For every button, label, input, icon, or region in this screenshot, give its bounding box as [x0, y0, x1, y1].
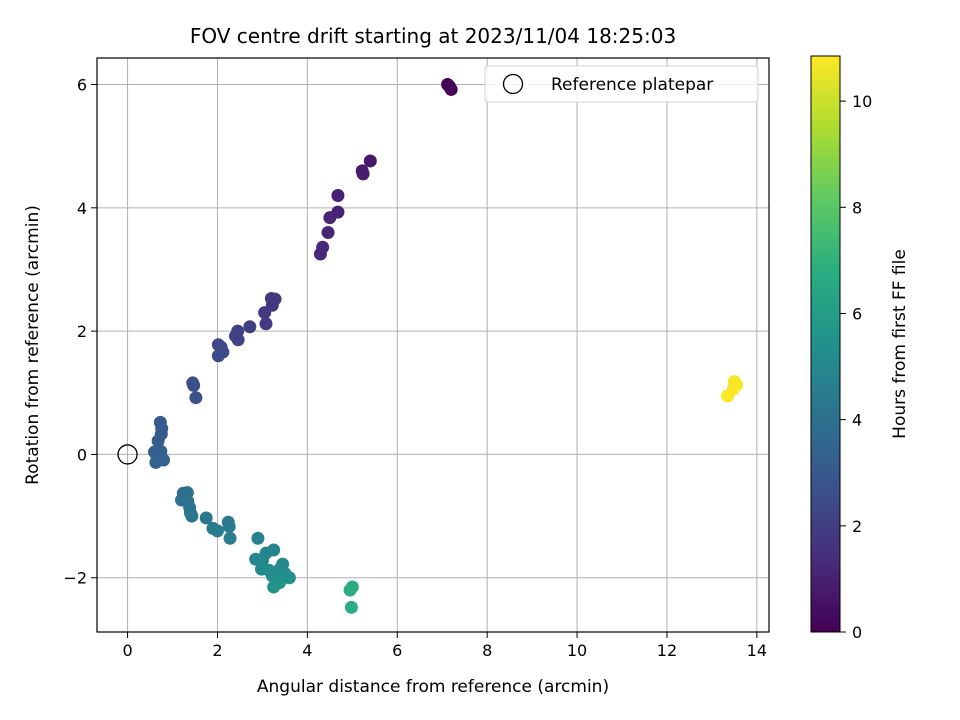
x-tick-label: 14	[747, 641, 767, 660]
y-axis-label: Rotation from reference (arcmin)	[23, 205, 43, 485]
x-tick-label: 0	[122, 641, 132, 660]
data-points	[148, 78, 744, 614]
legend: Reference platepar	[484, 65, 759, 103]
data-point	[313, 247, 327, 261]
data-point	[258, 306, 272, 320]
colorbar-tick-label: 0	[852, 623, 862, 642]
y-tick-label: 2	[77, 322, 87, 341]
colorbar-frame	[810, 55, 841, 633]
x-axis: 0 2 4 6 8 10 12 14	[122, 632, 767, 660]
x-axis-label: Angular distance from reference (arcmin)	[257, 677, 609, 697]
colorbar-tick-label: 8	[852, 198, 862, 217]
reference-platepar-marker	[117, 444, 138, 465]
legend-marker	[502, 73, 524, 95]
data-point	[321, 225, 335, 239]
data-point	[444, 82, 458, 96]
data-point	[185, 509, 199, 523]
colorbar-tick-label: 2	[852, 517, 862, 536]
y-axis: −2 0 2 4 6	[63, 76, 97, 588]
data-point	[189, 391, 203, 405]
data-point	[343, 583, 357, 597]
x-tick-label: 8	[482, 641, 492, 660]
colorbar-ticks: 0 2 4 6 8 10	[840, 92, 872, 642]
colorbar-tick-label: 6	[852, 304, 862, 323]
data-point	[243, 320, 257, 334]
x-tick-label: 4	[302, 641, 312, 660]
data-point	[331, 188, 345, 202]
data-point	[282, 571, 296, 585]
data-point	[149, 455, 163, 469]
data-point	[267, 580, 281, 594]
y-tick-label: −2	[63, 569, 87, 588]
data-point	[199, 511, 213, 525]
data-point	[223, 531, 237, 545]
colorbar-gradient	[811, 56, 840, 632]
colorbar: 0 2 4 6 8 10 Hours from first FF file	[810, 55, 910, 642]
data-point	[251, 531, 265, 545]
colorbar-label: Hours from first FF file	[890, 249, 910, 439]
data-point	[151, 434, 165, 448]
colorbar-tick-label: 10	[852, 92, 872, 111]
data-point	[210, 524, 224, 538]
data-point	[363, 154, 377, 168]
x-tick-label: 12	[657, 641, 677, 660]
x-tick-label: 6	[392, 641, 402, 660]
data-point	[344, 600, 358, 614]
legend-label: Reference platepar	[551, 75, 713, 95]
x-tick-label: 2	[212, 641, 222, 660]
y-tick-label: 0	[77, 445, 87, 464]
data-point	[231, 333, 245, 347]
data-point	[222, 520, 236, 534]
data-point	[259, 317, 273, 331]
y-tick-label: 4	[77, 199, 87, 218]
data-point	[356, 167, 370, 181]
legend-box	[484, 65, 759, 103]
reference-layer	[117, 444, 138, 465]
data-point	[323, 211, 337, 225]
chart-title: FOV centre drift starting at 2023/11/04 …	[190, 24, 676, 48]
y-tick-label: 6	[77, 76, 87, 95]
colorbar-tick-label: 4	[852, 411, 862, 430]
data-point	[721, 389, 735, 403]
x-tick-label: 10	[567, 641, 587, 660]
plot-frame	[96, 57, 770, 633]
data-point	[211, 349, 225, 363]
data-point	[187, 378, 201, 392]
